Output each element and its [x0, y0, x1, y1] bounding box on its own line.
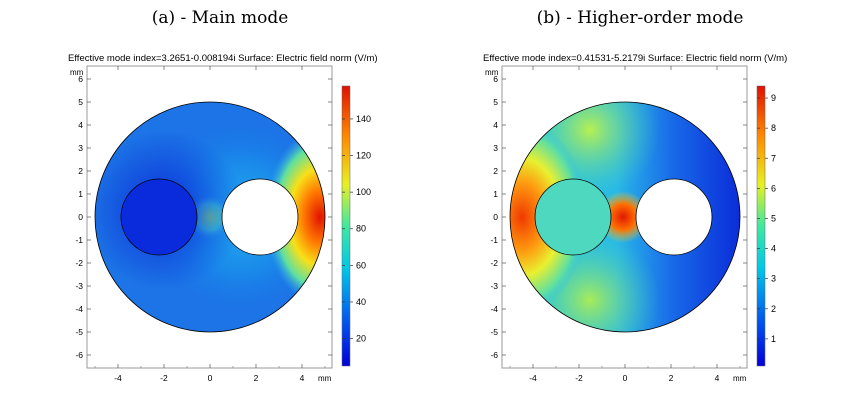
colorbar-tick-label: 6 — [771, 183, 776, 193]
panel-b-title: (b) - Higher-order mode — [536, 8, 744, 28]
y-tick-label: 1 — [493, 189, 498, 199]
colorbar-tick-label: 100 — [356, 187, 371, 197]
panel-b-x-unit: mm — [733, 374, 747, 383]
x-tick-label: -4 — [114, 373, 122, 383]
y-tick-label: 4 — [78, 120, 83, 130]
panel-a-right-hole — [221, 178, 299, 256]
colorbar-tick-label: 4 — [771, 244, 776, 254]
y-tick-label: 2 — [78, 166, 83, 176]
panel-b-right-hole — [635, 178, 713, 256]
colorbar-tick-label: 1 — [771, 334, 776, 344]
y-tick-label: -1 — [490, 235, 498, 245]
panel-b-colorbar — [756, 85, 766, 367]
panel-a-y-unit: mm — [70, 68, 84, 77]
y-tick-label: -4 — [75, 304, 83, 314]
x-tick-label: 4 — [715, 373, 720, 383]
y-tick-label: -3 — [75, 281, 83, 291]
panel-b-axis-ticks: -6 -5 -4 -3 -2 -1 0 1 2 3 4 5 6 -4 -2 0 2 4 — [490, 66, 747, 383]
panel-b-left-core — [534, 178, 612, 256]
x-tick-label: -4 — [529, 373, 537, 383]
x-tick-label: 4 — [300, 373, 305, 383]
colorbar-tick-label: 120 — [356, 151, 371, 161]
y-tick-label: 5 — [493, 97, 498, 107]
y-tick-label: -6 — [490, 350, 498, 360]
y-tick-label: 2 — [493, 166, 498, 176]
y-tick-label: -1 — [75, 235, 83, 245]
colorbar-tick-label: 140 — [356, 114, 371, 124]
x-tick-label: 2 — [669, 373, 674, 383]
y-tick-label: 0 — [78, 212, 83, 222]
colorbar-tick-label: 7 — [771, 153, 776, 163]
panel-a-colorbar — [341, 85, 351, 367]
x-tick-label: -2 — [575, 373, 583, 383]
y-tick-label: -6 — [75, 350, 83, 360]
colorbar-tick-label: 60 — [356, 260, 366, 270]
panel-b: Effective mode index=0.41531-5.2179i Sur… — [483, 53, 787, 383]
panel-a-x-unit: mm — [318, 374, 332, 383]
panel-b-colorbar-ticks: 1 2 3 4 5 6 7 8 9 — [757, 93, 776, 344]
panel-a: Effective mode index=3.2651-0.008194i Su… — [68, 53, 378, 383]
x-tick-label: 2 — [254, 373, 259, 383]
y-tick-label: -2 — [75, 258, 83, 268]
y-tick-label: -3 — [490, 281, 498, 291]
colorbar-tick-label: 2 — [771, 304, 776, 314]
y-tick-label: -2 — [490, 258, 498, 268]
panel-b-y-unit: mm — [485, 68, 499, 77]
panel-b-field-map — [510, 102, 740, 332]
x-tick-label: 0 — [623, 373, 628, 383]
y-tick-label: 3 — [493, 143, 498, 153]
panel-a-title: (a) - Main mode — [151, 8, 289, 28]
colorbar-tick-label: 40 — [356, 297, 366, 307]
panel-b-header: Effective mode index=0.41531-5.2179i Sur… — [483, 53, 787, 64]
y-tick-label: 6 — [493, 74, 498, 84]
y-tick-label: -4 — [490, 304, 498, 314]
y-tick-label: 5 — [78, 97, 83, 107]
colorbar-tick-label: 3 — [771, 274, 776, 284]
y-tick-label: -5 — [490, 327, 498, 337]
x-tick-label: -2 — [160, 373, 168, 383]
y-tick-label: 4 — [493, 120, 498, 130]
panel-a-colorbar-ticks: 20 40 60 80 100 120 140 — [342, 114, 371, 344]
colorbar-tick-label: 80 — [356, 224, 366, 234]
x-tick-label: 0 — [208, 373, 213, 383]
colorbar-tick-label: 5 — [771, 213, 776, 223]
y-tick-label: 0 — [493, 212, 498, 222]
y-tick-label: 3 — [78, 143, 83, 153]
panel-a-axis-ticks: -6 -5 -4 -3 -2 -1 0 1 2 3 4 5 6 -4 -2 0 2 4 — [75, 66, 332, 383]
colorbar-tick-label: 8 — [771, 123, 776, 133]
panel-a-header: Effective mode index=3.2651-0.008194i Su… — [68, 53, 378, 64]
colorbar-tick-label: 9 — [771, 93, 776, 103]
panel-b-outer-boundary — [509, 101, 741, 333]
y-tick-label: -5 — [75, 327, 83, 337]
panel-a-left-core — [120, 178, 198, 256]
colorbar-tick-label: 20 — [356, 334, 366, 344]
panel-a-outer-boundary — [94, 101, 326, 333]
y-tick-label: 6 — [78, 74, 83, 84]
y-tick-label: 1 — [78, 189, 83, 199]
